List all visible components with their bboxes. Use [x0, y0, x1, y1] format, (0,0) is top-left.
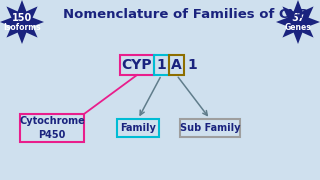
Text: A: A — [171, 58, 182, 72]
Text: Cytochrome
P450: Cytochrome P450 — [19, 116, 85, 140]
Polygon shape — [0, 0, 44, 44]
Text: 57: 57 — [291, 13, 305, 23]
Polygon shape — [276, 0, 320, 44]
Text: Nomenclature of Families of CYP: Nomenclature of Families of CYP — [63, 8, 308, 21]
Text: 1: 1 — [156, 58, 166, 72]
Text: Genes: Genes — [284, 22, 311, 32]
Text: Sub Family: Sub Family — [180, 123, 240, 133]
Text: 150: 150 — [12, 13, 32, 23]
Text: Isoforms: Isoforms — [3, 22, 41, 32]
Text: 1: 1 — [187, 58, 197, 72]
Text: Family: Family — [120, 123, 156, 133]
Text: CYP: CYP — [122, 58, 152, 72]
